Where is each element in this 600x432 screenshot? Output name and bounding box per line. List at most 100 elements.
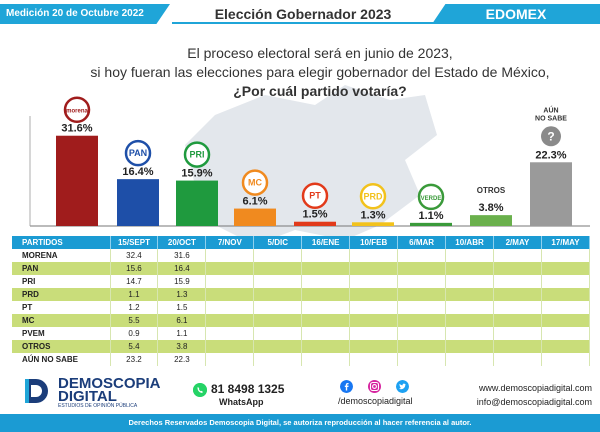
value-cell: 15.6 bbox=[110, 262, 159, 275]
bar-pvem bbox=[410, 222, 452, 226]
value-cell bbox=[445, 314, 494, 327]
value-cell: 1.1 bbox=[110, 288, 159, 301]
value-cell bbox=[349, 314, 399, 327]
value-cell bbox=[301, 288, 351, 301]
column-header: 15/SEPT bbox=[110, 236, 159, 249]
column-header: 10/ABR bbox=[445, 236, 494, 249]
party-logo-text: PRD bbox=[363, 191, 383, 201]
column-header: 6/MAR bbox=[397, 236, 447, 249]
value-label: 1.3% bbox=[360, 209, 385, 221]
value-cell bbox=[493, 314, 542, 327]
party-name-cell: PRD bbox=[12, 288, 111, 301]
party-logo-icon-mc bbox=[241, 169, 269, 196]
undecided-label-line1: AÚN bbox=[543, 105, 558, 114]
page-title: Elección Gobernador 2023 bbox=[172, 4, 434, 24]
value-cell: 32.4 bbox=[110, 249, 159, 262]
website-link[interactable]: www.demoscopiadigital.com bbox=[478, 383, 592, 393]
bar-otros bbox=[470, 215, 512, 226]
party-logo-text: PRI bbox=[189, 150, 204, 160]
value-label: 31.6% bbox=[61, 123, 92, 135]
party-logo-text: PAN bbox=[129, 148, 147, 158]
party-logo-icon-morena bbox=[63, 96, 91, 123]
whatsapp-icon bbox=[193, 383, 207, 397]
value-cell bbox=[253, 314, 303, 327]
column-header: PARTIDOS bbox=[12, 236, 111, 249]
value-cell bbox=[493, 262, 542, 275]
party-name-cell: MORENA bbox=[12, 249, 111, 262]
table-row: AÚN NO SABE 23.2 22.3 bbox=[12, 353, 591, 366]
value-cell bbox=[301, 327, 351, 340]
value-cell: 0.9 bbox=[110, 327, 159, 340]
bar-pri bbox=[176, 180, 218, 226]
value-cell bbox=[493, 327, 542, 340]
value-cell bbox=[205, 288, 255, 301]
value-cell: 15.9 bbox=[157, 275, 207, 288]
value-cell: 1.3 bbox=[157, 288, 207, 301]
value-cell bbox=[541, 340, 591, 353]
trend-table: PARTIDOS 15/SEPT 20/OCT 7/NOV 5/DIC 16/ENE 10/… bbox=[12, 236, 591, 366]
bar-pt bbox=[294, 221, 336, 226]
value-cell: 1.1 bbox=[157, 327, 207, 340]
value-cell bbox=[349, 301, 399, 314]
social-handle[interactable]: /demoscopiadigital bbox=[338, 396, 413, 406]
bar-prd bbox=[352, 222, 394, 226]
whatsapp-label: WhatsApp bbox=[219, 397, 264, 407]
table-header-row: PARTIDOS 15/SEPT 20/OCT 7/NOV 5/DIC 16/ENE 10/… bbox=[12, 236, 591, 249]
party-name-cell: PVEM bbox=[12, 327, 111, 340]
value-cell bbox=[301, 314, 351, 327]
value-cell bbox=[397, 249, 447, 262]
value-cell bbox=[493, 353, 542, 366]
value-cell bbox=[493, 340, 542, 353]
value-cell bbox=[397, 327, 447, 340]
value-cell bbox=[349, 327, 399, 340]
rights-notice: Derechos Reservados Demoscopia Digital, … bbox=[0, 414, 600, 432]
value-cell bbox=[541, 288, 591, 301]
value-cell bbox=[301, 301, 351, 314]
table-row: MC 5.5 6.1 bbox=[12, 314, 591, 327]
value-label: 6.1% bbox=[242, 196, 267, 208]
table-row: MORENA 32.4 31.6 bbox=[12, 249, 591, 262]
value-cell bbox=[349, 288, 399, 301]
value-cell bbox=[253, 340, 303, 353]
value-cell: 23.2 bbox=[110, 353, 159, 366]
value-cell bbox=[301, 262, 351, 275]
value-cell bbox=[541, 301, 591, 314]
column-header: 20/OCT bbox=[157, 236, 207, 249]
email-link[interactable]: info@demoscopiadigital.com bbox=[476, 397, 592, 407]
value-cell bbox=[493, 249, 542, 262]
otros-label: OTROS bbox=[477, 186, 506, 195]
party-logo-icon-pvem bbox=[417, 183, 445, 211]
value-label: 1.1% bbox=[418, 210, 443, 222]
value-cell bbox=[445, 249, 494, 262]
bar-chart: 31.6% morena 16.4% PAN 15.9% PRI 6.1% MC 1.5% PT 1… bbox=[29, 96, 590, 227]
value-label: 16.4% bbox=[122, 166, 153, 178]
value-cell bbox=[205, 353, 255, 366]
value-cell bbox=[541, 314, 591, 327]
column-header: 17/MAY bbox=[541, 236, 591, 249]
party-logo-text: morena bbox=[66, 109, 88, 115]
value-cell bbox=[349, 249, 399, 262]
facebook-icon[interactable] bbox=[340, 380, 353, 393]
twitter-icon[interactable] bbox=[396, 380, 409, 393]
column-header: 5/DIC bbox=[253, 236, 303, 249]
brand-logo: DEMOSCOPIA DIGITAL ESTUDIOS DE OPINIÓN P… bbox=[22, 374, 222, 410]
value-cell bbox=[349, 353, 399, 366]
column-header: 10/FEB bbox=[349, 236, 399, 249]
value-cell: 16.4 bbox=[157, 262, 207, 275]
party-logo-icon-pri bbox=[183, 141, 211, 168]
value-cell bbox=[205, 275, 255, 288]
logo-text-2: DIGITAL bbox=[58, 388, 117, 405]
value-cell bbox=[445, 262, 494, 275]
value-cell bbox=[445, 353, 494, 366]
value-cell bbox=[541, 327, 591, 340]
whatsapp-contact[interactable]: 81 8498 1325 WhatsApp bbox=[193, 382, 293, 412]
value-label: 1.5% bbox=[302, 209, 327, 221]
instagram-icon[interactable] bbox=[368, 380, 381, 393]
value-cell bbox=[397, 353, 447, 366]
bar-pan bbox=[117, 179, 159, 226]
value-cell: 22.3 bbox=[157, 353, 207, 366]
value-label: 15.9% bbox=[181, 168, 212, 180]
value-cell: 3.8 bbox=[157, 340, 207, 353]
table-row: PRD 1.1 1.3 bbox=[12, 288, 591, 301]
question-mark: ? bbox=[547, 129, 554, 143]
